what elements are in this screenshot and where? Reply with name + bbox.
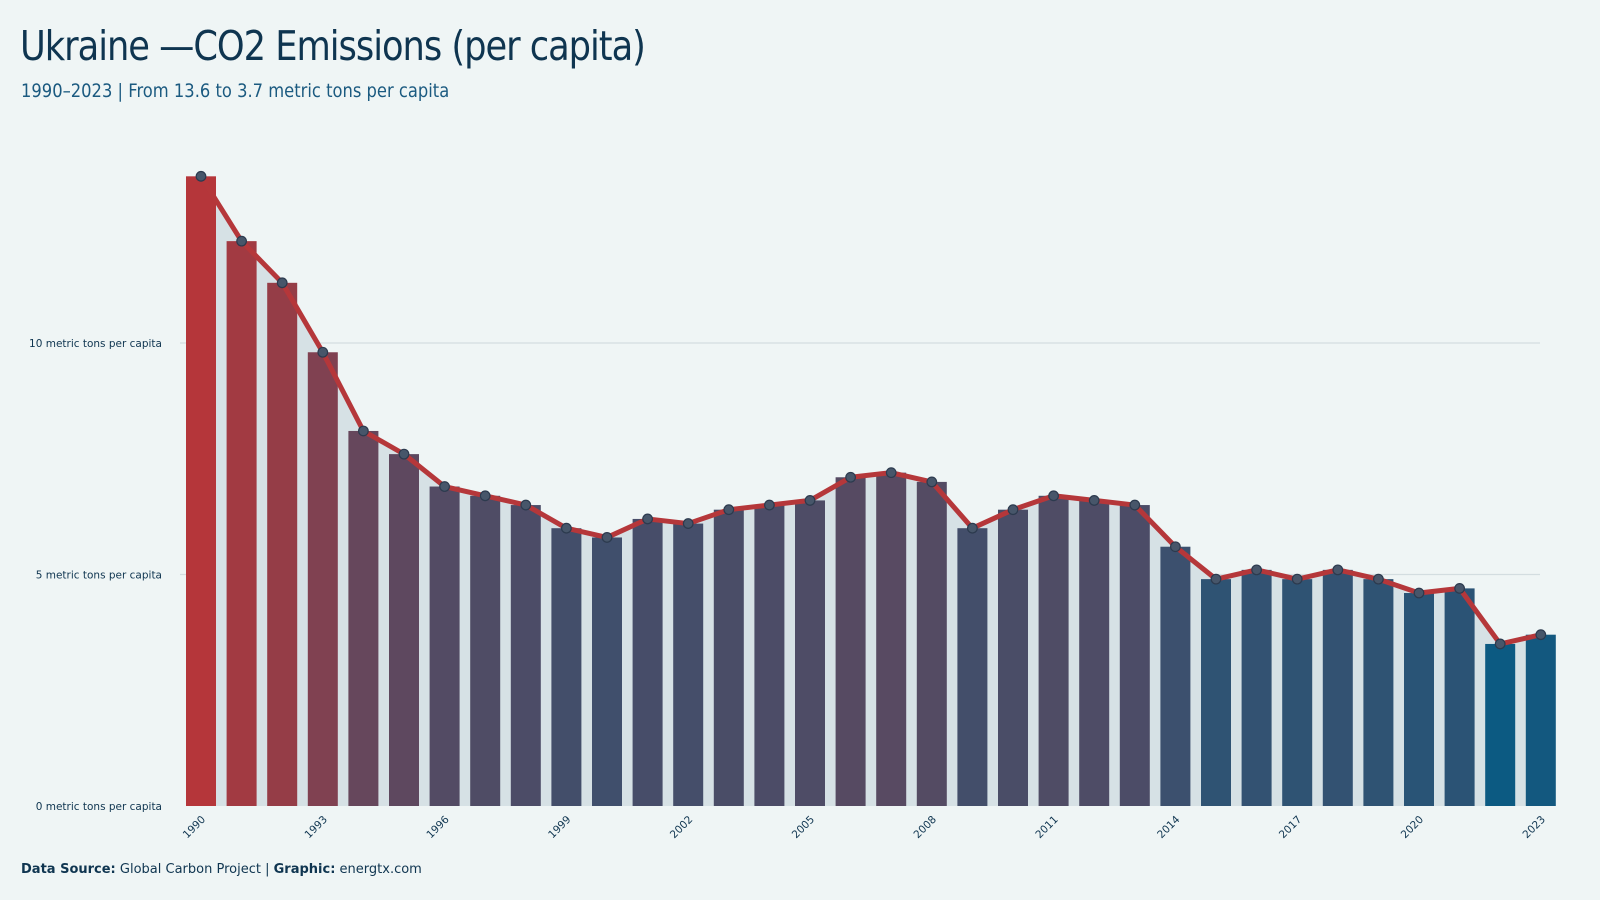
bar-2000 — [592, 537, 622, 806]
point-1998 — [520, 499, 532, 511]
point-2023 — [1535, 629, 1547, 641]
bar-1997 — [470, 495, 501, 806]
bar-2009 — [957, 528, 988, 806]
x-tick-label: 1996 — [424, 813, 452, 841]
caption-separator: | — [265, 862, 270, 877]
point-2005 — [804, 495, 816, 506]
bar-2023 — [1525, 634, 1556, 806]
y-tick-label: 0 metric tons per capita — [36, 801, 162, 813]
bar-2010 — [998, 509, 1028, 806]
point-1991 — [236, 235, 248, 247]
point-2011 — [1048, 490, 1059, 502]
bar-2007 — [876, 472, 907, 806]
point-1992 — [276, 277, 288, 289]
x-tick-label: 2002 — [668, 814, 695, 841]
point-2006 — [845, 471, 856, 483]
bar-2002 — [673, 523, 704, 806]
bars — [186, 176, 1556, 806]
bar-2021 — [1444, 588, 1475, 806]
point-2021 — [1454, 582, 1465, 594]
bar-1992 — [267, 282, 298, 806]
point-2014 — [1169, 541, 1181, 553]
source-label: Data Source: — [21, 862, 116, 877]
x-axis-ticks: 1990 1993 1996 1999 2002 2005 2008 2011 2014 2017… — [181, 813, 1548, 841]
point-1990 — [195, 170, 207, 182]
point-2018 — [1332, 564, 1344, 576]
x-tick-label: 1999 — [546, 814, 573, 841]
x-tick-label: 2023 — [1521, 814, 1548, 841]
point-2009 — [967, 522, 978, 534]
emissions-line — [198, 174, 1542, 647]
bar-1994 — [348, 430, 379, 806]
graphic-value: energtx.com — [339, 862, 422, 877]
bar-2015 — [1201, 579, 1231, 806]
bar-2013 — [1119, 505, 1150, 806]
point-2017 — [1291, 573, 1303, 585]
point-2010 — [1007, 504, 1019, 516]
bar-2004 — [754, 505, 785, 806]
bar-1990 — [186, 176, 216, 806]
chart-subtitle: 1990–2023 | From 13.6 to 3.7 metric tons… — [21, 80, 450, 102]
point-1994 — [358, 425, 369, 437]
point-2020 — [1413, 587, 1425, 599]
point-2003 — [723, 504, 735, 516]
y-tick-label: 5 metric tons per capita — [36, 570, 162, 582]
x-tick-label: 2008 — [912, 814, 939, 841]
point-2000 — [601, 532, 613, 543]
point-2008 — [926, 476, 938, 488]
point-1997 — [479, 490, 491, 502]
point-2015 — [1210, 573, 1222, 585]
bar-2022 — [1485, 643, 1516, 806]
point-2013 — [1129, 499, 1141, 511]
bar-1995 — [389, 454, 419, 806]
point-2012 — [1088, 495, 1100, 506]
point-2019 — [1372, 573, 1384, 585]
bar-1998 — [510, 505, 541, 806]
x-tick-label: 2014 — [1155, 813, 1183, 841]
bar-2003 — [713, 509, 744, 806]
bar-2005 — [795, 500, 825, 806]
x-tick-label: 2017 — [1277, 814, 1304, 841]
source-value: Global Carbon Project — [119, 862, 261, 877]
x-tick-label: 2005 — [790, 814, 817, 841]
y-tick-label: 10 metric tons per capita — [29, 338, 162, 350]
bar-2006 — [835, 477, 866, 806]
point-2007 — [885, 467, 897, 479]
bar-2008 — [916, 481, 947, 806]
x-tick-label: 1993 — [303, 814, 330, 841]
point-2022 — [1494, 638, 1506, 650]
point-1999 — [561, 522, 572, 534]
bar-1991 — [226, 241, 257, 806]
bar-2001 — [632, 518, 663, 806]
x-tick-label: 2020 — [1399, 814, 1426, 841]
point-2016 — [1251, 564, 1262, 576]
bar-2012 — [1079, 500, 1110, 806]
bar-1996 — [429, 486, 460, 806]
point-1993 — [317, 346, 329, 358]
point-2004 — [764, 499, 775, 511]
chart-caption: Data Source: Global Carbon Project | Gra… — [21, 862, 422, 877]
point-1996 — [439, 481, 451, 492]
bar-2011 — [1038, 495, 1069, 806]
point-2001 — [642, 513, 653, 525]
chart-title: Ukraine —CO2 Emissions (per capita) — [20, 22, 646, 70]
bar-2016 — [1241, 569, 1272, 806]
x-tick-label: 1990 — [181, 814, 208, 841]
line-points — [195, 170, 1547, 650]
point-1995 — [398, 448, 410, 460]
bar-1993 — [307, 352, 338, 806]
bar-2014 — [1160, 546, 1191, 806]
point-2002 — [682, 518, 694, 529]
y-axis-ticks: 0 metric tons per capita 5 metric tons pe… — [29, 338, 162, 813]
bar-2020 — [1404, 593, 1434, 806]
bar-1999 — [551, 528, 582, 806]
graphic-label: Graphic: — [273, 862, 336, 877]
bar-2017 — [1282, 579, 1313, 806]
bar-2018 — [1322, 569, 1353, 806]
bar-2019 — [1363, 579, 1394, 806]
x-tick-label: 2011 — [1033, 814, 1060, 841]
